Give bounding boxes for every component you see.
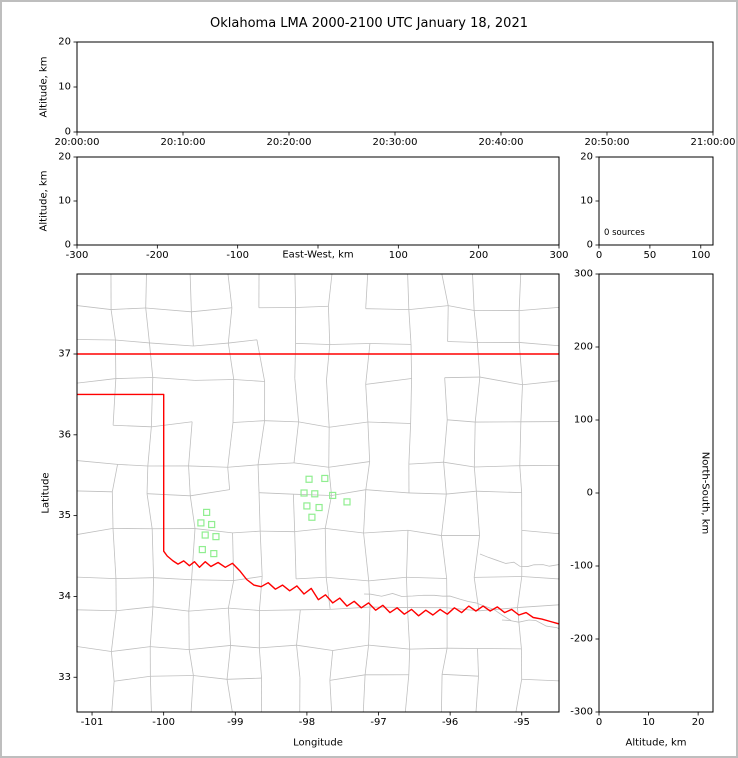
station-marker xyxy=(305,475,313,483)
time_height-panel: 20:00:00 20:10:00 20:20:00 20:30:00 20:40:00… xyxy=(55,37,736,149)
svg-text:20:20:00: 20:20:00 xyxy=(267,137,312,148)
svg-text:100: 100 xyxy=(574,415,593,426)
svg-text:37: 37 xyxy=(58,349,71,360)
svg-text:100: 100 xyxy=(389,250,408,261)
station-marker xyxy=(329,491,337,500)
y-axis-label-latitude: Latitude xyxy=(40,472,52,514)
svg-text:300: 300 xyxy=(574,269,593,280)
svg-text:36: 36 xyxy=(58,429,71,440)
svg-text:-98: -98 xyxy=(299,717,315,728)
station-marker xyxy=(212,533,220,541)
svg-text:10: 10 xyxy=(58,82,71,93)
svg-text:-96: -96 xyxy=(442,717,458,728)
svg-text:0: 0 xyxy=(596,717,602,728)
svg-text:-200: -200 xyxy=(146,250,169,261)
x-axis-label-altitude-bottom: Altitude, km xyxy=(625,737,687,749)
svg-text:-200: -200 xyxy=(570,634,593,645)
svg-text:200: 200 xyxy=(469,250,488,261)
station-marker xyxy=(343,498,351,506)
svg-text:-100: -100 xyxy=(226,250,249,261)
plan_view-panel: -101 -100 -99 -98 -97 -96 -95 33 34 35 36 37 xyxy=(58,273,560,728)
east_west_height-panel: -300 -200 -100 100 200 300 0 10 20 xyxy=(58,152,568,262)
svg-text:20: 20 xyxy=(692,717,705,728)
svg-text:20: 20 xyxy=(58,37,71,48)
station-marker xyxy=(198,545,206,554)
oklahoma-state-border xyxy=(77,353,559,625)
svg-text:-300: -300 xyxy=(66,250,89,261)
svg-text:10: 10 xyxy=(580,196,593,207)
svg-text:20: 20 xyxy=(58,152,71,163)
svg-text:34: 34 xyxy=(58,591,71,602)
svg-text:20:00:00: 20:00:00 xyxy=(55,137,100,148)
svg-text:20:50:00: 20:50:00 xyxy=(585,137,630,148)
chart-title: Oklahoma LMA 2000-2100 UTC January 18, 2… xyxy=(210,16,528,31)
svg-text:-100: -100 xyxy=(570,561,593,572)
station-marker xyxy=(208,520,216,529)
svg-text:0: 0 xyxy=(596,250,602,261)
station-marker xyxy=(201,531,209,539)
svg-text:-97: -97 xyxy=(370,717,386,728)
county-lines xyxy=(77,274,559,712)
svg-text:100: 100 xyxy=(691,250,710,261)
north_south_height-panel: 0 10 20 -300 -200 -100 0 100 200 300 xyxy=(570,269,714,728)
station-marker xyxy=(321,474,329,483)
station-marker xyxy=(311,490,319,498)
svg-text:50: 50 xyxy=(644,250,657,261)
svg-text:-100: -100 xyxy=(152,717,175,728)
altitude_histogram-panel: 0 50 100 0 10 20 0 sources xyxy=(580,152,714,261)
svg-text:0: 0 xyxy=(65,127,71,138)
station-marker xyxy=(315,503,323,512)
lma-stations xyxy=(197,474,351,558)
station-marker xyxy=(303,502,311,510)
svg-text:300: 300 xyxy=(549,250,568,261)
svg-text:20:30:00: 20:30:00 xyxy=(373,137,418,148)
svg-text:-300: -300 xyxy=(570,707,593,718)
svg-text:21:00:00: 21:00:00 xyxy=(691,137,736,148)
svg-text:33: 33 xyxy=(58,672,71,683)
station-marker xyxy=(308,513,316,521)
y-axis-label-time-panel: Altitude, km xyxy=(38,56,50,118)
svg-text:35: 35 xyxy=(58,510,71,521)
svg-text:20:10:00: 20:10:00 xyxy=(161,137,206,148)
x-axis-label-east-west: East-West, km xyxy=(282,249,354,261)
svg-text:0: 0 xyxy=(65,240,71,251)
svg-text:20: 20 xyxy=(580,152,593,163)
y-axis-label-north-south: North-South, km xyxy=(699,451,711,535)
station-marker xyxy=(197,519,205,527)
station-marker xyxy=(210,550,218,558)
svg-text:0: 0 xyxy=(587,240,593,251)
svg-text:200: 200 xyxy=(574,342,593,353)
svg-text:20:40:00: 20:40:00 xyxy=(479,137,524,148)
y-axis-label-ew-panel: Altitude, km xyxy=(38,170,50,232)
x-axis-label-longitude: Longitude xyxy=(293,737,343,749)
sources-count-annotation: 0 sources xyxy=(604,228,645,238)
station-marker xyxy=(300,489,308,497)
svg-text:10: 10 xyxy=(58,196,71,207)
svg-text:-95: -95 xyxy=(514,717,530,728)
station-marker xyxy=(203,508,211,516)
svg-text:0: 0 xyxy=(587,488,593,499)
svg-text:10: 10 xyxy=(642,717,655,728)
svg-text:-101: -101 xyxy=(81,717,104,728)
svg-text:-99: -99 xyxy=(227,717,243,728)
